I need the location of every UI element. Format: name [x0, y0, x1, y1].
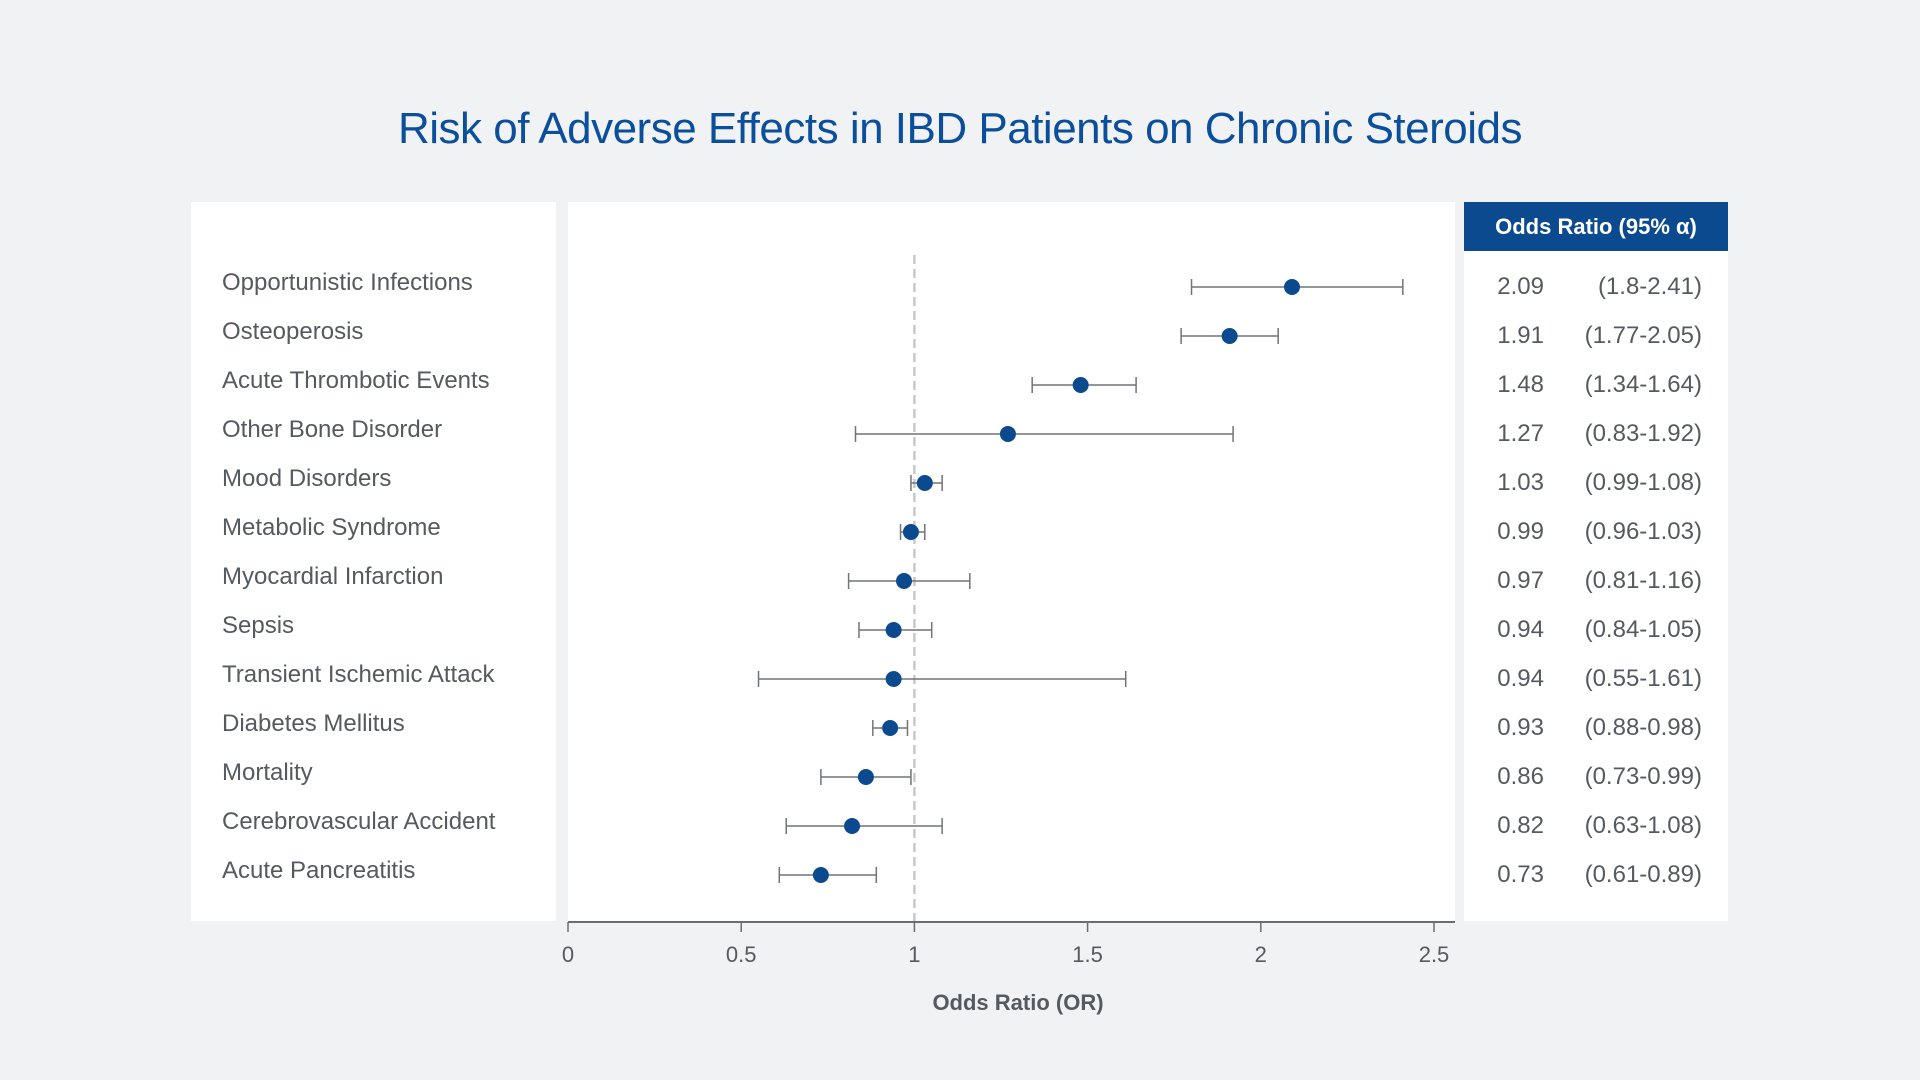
row-label: Osteoperosis	[222, 318, 364, 345]
ci-value: (0.73-0.99)	[1584, 763, 1702, 790]
row-label: Diabetes Mellitus	[222, 710, 405, 737]
ci-value: (1.34-1.64)	[1584, 371, 1702, 398]
or-point	[902, 524, 919, 540]
or-value: 1.48	[1497, 371, 1544, 398]
ci-value: (0.99-1.08)	[1584, 469, 1702, 496]
or-value: 0.97	[1497, 567, 1544, 594]
ci-value: (0.84-1.05)	[1584, 616, 1702, 643]
or-value: 0.94	[1497, 616, 1544, 643]
or-point	[885, 622, 902, 638]
or-point	[844, 818, 861, 834]
or-point	[882, 720, 899, 736]
ci-value: (0.63-1.08)	[1584, 812, 1702, 839]
or-point	[812, 867, 829, 883]
x-tick-label: 1	[908, 942, 920, 967]
row-label: Acute Thrombotic Events	[222, 367, 490, 394]
or-value: 0.99	[1497, 518, 1544, 545]
or-point	[916, 475, 933, 491]
plot-panel	[568, 202, 1455, 921]
or-point	[857, 769, 874, 785]
or-value: 1.91	[1497, 322, 1544, 349]
labels-panel	[191, 202, 556, 921]
row-label: Other Bone Disorder	[222, 416, 443, 443]
ci-value: (0.61-0.89)	[1584, 861, 1702, 888]
or-value: 2.09	[1497, 273, 1544, 300]
or-value: 1.03	[1497, 469, 1544, 496]
row-label: Mood Disorders	[222, 465, 392, 492]
chart-title: Risk of Adverse Effects in IBD Patients …	[398, 104, 1523, 153]
or-point	[1283, 279, 1300, 295]
or-value: 0.86	[1497, 763, 1544, 790]
row-label: Cerebrovascular Accident	[222, 808, 496, 835]
or-value: 0.93	[1497, 714, 1544, 741]
row-label: Opportunistic Infections	[222, 269, 473, 296]
x-tick-label: 2	[1255, 942, 1267, 967]
table-panel	[1464, 202, 1728, 921]
ci-value: (0.83-1.92)	[1584, 420, 1702, 447]
or-point	[896, 573, 913, 589]
row-label: Metabolic Syndrome	[222, 514, 441, 541]
or-value: 0.73	[1497, 861, 1544, 888]
x-tick-label: 0.5	[726, 942, 757, 967]
ci-value: (1.77-2.05)	[1584, 322, 1702, 349]
or-point	[999, 426, 1016, 442]
or-point	[1072, 377, 1089, 393]
or-value: 0.94	[1497, 665, 1544, 692]
x-tick-label: 0	[562, 942, 574, 967]
ci-value: (0.55-1.61)	[1584, 665, 1702, 692]
row-label: Mortality	[222, 759, 313, 786]
x-tick-label: 1.5	[1072, 942, 1103, 967]
row-label: Transient Ischemic Attack	[222, 661, 495, 688]
or-point	[885, 671, 902, 687]
x-axis-label: Odds Ratio (OR)	[932, 990, 1104, 1015]
row-label: Sepsis	[222, 612, 295, 639]
ci-value: (0.96-1.03)	[1584, 518, 1702, 545]
table-header: Odds Ratio (95% α)	[1464, 202, 1728, 251]
ci-value: (0.88-0.98)	[1584, 714, 1702, 741]
x-tick-label: 2.5	[1419, 942, 1450, 967]
or-value: 1.27	[1497, 420, 1544, 447]
or-point	[1221, 328, 1238, 344]
row-label: Acute Pancreatitis	[222, 857, 416, 884]
ci-value: (0.81-1.16)	[1584, 567, 1702, 594]
ci-value: (1.8-2.41)	[1597, 273, 1702, 300]
or-value: 0.82	[1497, 812, 1544, 839]
row-label: Myocardial Infarction	[222, 563, 444, 590]
